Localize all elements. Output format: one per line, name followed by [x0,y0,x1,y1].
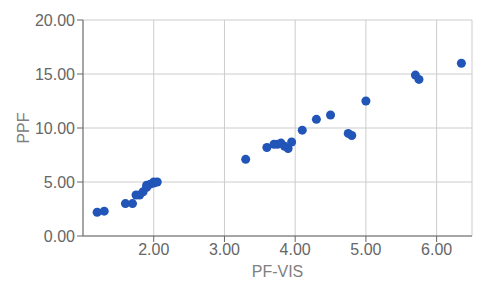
svg-text:6.00: 6.00 [421,241,452,258]
svg-text:4.00: 4.00 [280,241,311,258]
svg-text:5.00: 5.00 [350,241,381,258]
svg-text:PF-VIS: PF-VIS [252,263,304,280]
svg-text:0.00: 0.00 [44,228,75,245]
svg-text:5.00: 5.00 [44,174,75,191]
svg-text:15.00: 15.00 [35,66,75,83]
svg-text:PPF: PPF [15,112,32,143]
svg-text:2.00: 2.00 [138,241,169,258]
svg-text:20.00: 20.00 [35,12,75,29]
svg-text:10.00: 10.00 [35,120,75,137]
svg-text:3.00: 3.00 [209,241,240,258]
